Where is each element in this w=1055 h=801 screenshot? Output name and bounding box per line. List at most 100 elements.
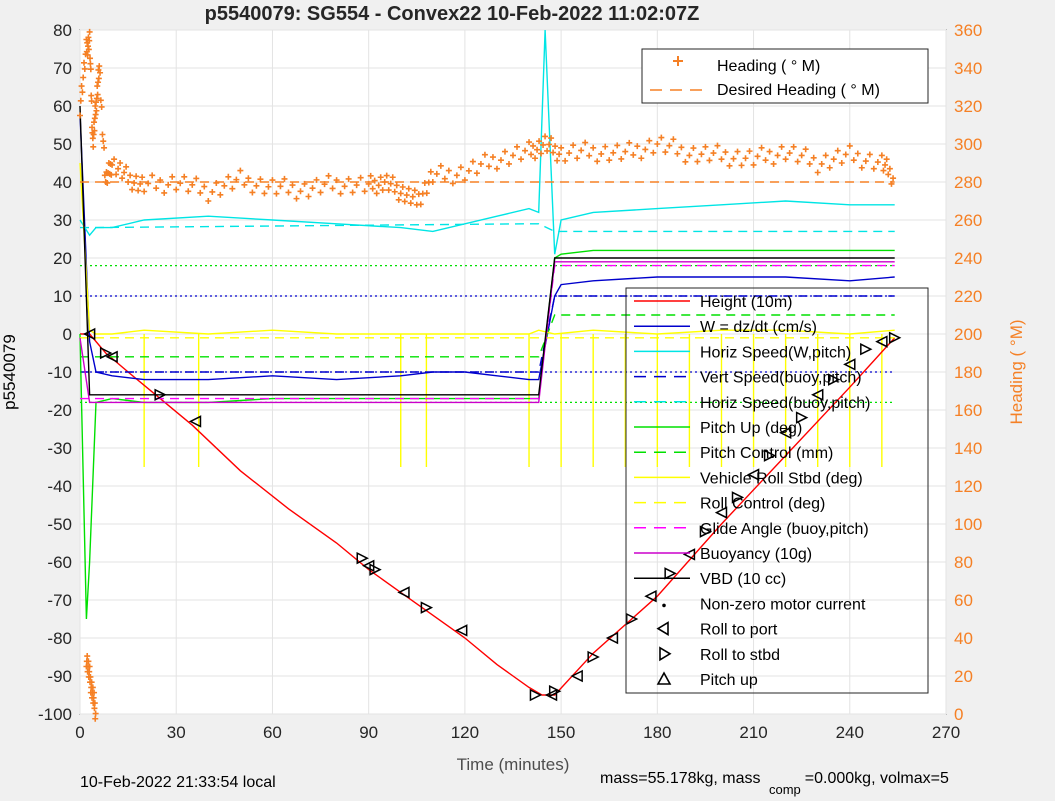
footer-mass-a: mass=55.178kg, mass: [600, 770, 761, 787]
heading-point: [437, 162, 444, 169]
heading-point: [766, 148, 773, 155]
heading-point: [445, 167, 452, 174]
heading-point: [481, 151, 488, 158]
heading-point: [125, 179, 132, 185]
x-tick-label: 30: [167, 723, 186, 742]
y-tick-label-left: 70: [53, 59, 72, 78]
heading-point: [453, 172, 460, 179]
heading-point: [750, 161, 757, 168]
roll-port-marker: [875, 335, 888, 348]
roll-stbd-marker: [529, 688, 543, 702]
heading-point: [89, 684, 96, 691]
heading-point: [301, 180, 308, 187]
heading-point: [518, 156, 525, 163]
footer-mass-info: mass=55.178kg, mass comp=0.000kg, volmax…: [600, 770, 949, 797]
heading-point: [566, 150, 573, 157]
heading-point: [367, 172, 374, 179]
x-tick-label: 240: [836, 723, 864, 742]
heading-point: [104, 179, 111, 186]
heading-point: [718, 156, 725, 163]
heading-point: [888, 180, 895, 187]
heading-point: [880, 167, 887, 174]
y-tick-label-left: -80: [47, 629, 72, 648]
heading-point: [93, 107, 100, 114]
heading-point: [79, 89, 86, 96]
legend-main-label: Roll to port: [700, 622, 778, 639]
heading-point: [89, 124, 96, 131]
heading-point: [578, 147, 585, 154]
heading-point: [86, 668, 93, 675]
heading-point: [882, 161, 889, 168]
heading-point: [209, 188, 216, 195]
heading-point: [878, 152, 885, 159]
heading-point: [365, 180, 372, 187]
roll-port-marker: [778, 426, 792, 440]
heading-point: [85, 34, 92, 41]
heading-point: [618, 155, 625, 162]
heading-point: [177, 180, 184, 187]
heading-point: [115, 165, 122, 172]
heading-point: [554, 157, 561, 164]
heading-point: [161, 189, 168, 196]
heading-point: [88, 98, 95, 105]
heading-point: [85, 43, 92, 50]
heading-point: [309, 185, 316, 192]
heading-point: [610, 149, 617, 156]
heading-point: [281, 175, 288, 182]
heading-point: [522, 147, 529, 154]
series-line-0: [80, 333, 896, 696]
heading-point: [590, 144, 597, 151]
y-tick-label-left: -70: [47, 591, 72, 610]
heading-point: [77, 97, 84, 104]
heading-point: [317, 189, 324, 196]
x-tick-label: 270: [932, 723, 960, 742]
heading-point: [646, 137, 653, 144]
heading-point: [91, 700, 98, 707]
heading-point: [84, 51, 91, 58]
legend-tri-left-icon: [656, 621, 669, 637]
heading-point: [113, 171, 120, 178]
legend-heading-label: Heading ( ° M): [717, 58, 820, 75]
heading-point: [97, 97, 104, 104]
heading-point: [806, 160, 813, 167]
legend-main-label: Horiz Speed(W,pitch): [700, 344, 851, 361]
heading-point: [548, 135, 555, 142]
heading-point: [221, 182, 228, 189]
heading-point: [285, 189, 292, 196]
heading-point: [662, 149, 669, 156]
heading-point: [762, 157, 769, 164]
y-tick-label-right: 280: [954, 173, 982, 192]
heading-point: [730, 155, 737, 162]
heading-point: [526, 139, 533, 146]
legend-main-label: Glide Angle (buoy,pitch): [700, 521, 869, 538]
heading-point: [141, 188, 148, 195]
heading-point: [369, 185, 376, 192]
x-tick-label: 120: [451, 723, 479, 742]
heading-point: [86, 663, 93, 670]
heading-point: [534, 146, 541, 153]
heading-legend-box: [641, 48, 929, 104]
heading-point: [101, 172, 108, 179]
y-tick-label-left: -90: [47, 667, 72, 686]
heading-point: [333, 177, 340, 184]
y-tick-label-right: 260: [954, 211, 982, 230]
y-tick-label-left: -100: [38, 705, 72, 724]
roll-stbd-marker: [548, 684, 562, 698]
heading-point: [885, 171, 892, 178]
series-line-6: [80, 314, 895, 358]
main-legend-box: [625, 287, 929, 694]
heading-point: [469, 158, 476, 165]
heading-point: [97, 69, 104, 76]
heading-point: [395, 196, 402, 203]
chart-title: p5540079: SG554 - Convex22 10-Feb-2022 1…: [205, 3, 700, 25]
x-axis-label: Time (minutes): [457, 755, 570, 774]
heading-point: [886, 165, 893, 172]
x-tick-label: 0: [75, 723, 84, 742]
heading-point: [546, 141, 553, 148]
heading-point: [397, 190, 404, 197]
heading-point: [273, 190, 280, 197]
heading-point: [133, 173, 140, 180]
heading-point: [794, 158, 801, 165]
y-tick-labels-right: 3603403203002802602402202001801601401201…: [954, 21, 982, 724]
heading-point: [542, 133, 549, 140]
